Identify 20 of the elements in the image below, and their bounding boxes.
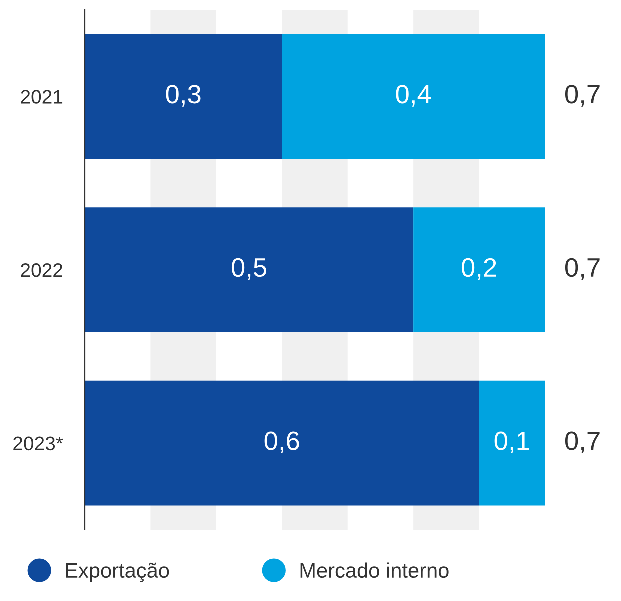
bar — [85, 34, 282, 160]
y-tick-label: 2022 — [21, 263, 62, 278]
bar — [479, 380, 545, 506]
legend-label: Exportação — [66, 562, 170, 582]
y-tick-label: 2023* — [14, 436, 64, 451]
bar — [414, 208, 545, 332]
total-label: 0,7 — [565, 432, 600, 454]
legend-label: Mercado interno — [300, 562, 449, 578]
data-label: 0,1 — [494, 432, 530, 454]
bar — [282, 34, 545, 160]
data-label: 0,5 — [232, 258, 267, 280]
data-label: 0,2 — [462, 258, 496, 280]
y-tick-label: 2021 — [21, 90, 63, 104]
data-label: 0,3 — [166, 85, 201, 107]
bar — [85, 208, 414, 332]
total-label: 0,7 — [565, 258, 600, 280]
data-label: 0,4 — [396, 85, 432, 107]
bar — [85, 380, 480, 506]
data-label: 0,6 — [264, 432, 300, 454]
total-label: 0,7 — [565, 85, 600, 107]
